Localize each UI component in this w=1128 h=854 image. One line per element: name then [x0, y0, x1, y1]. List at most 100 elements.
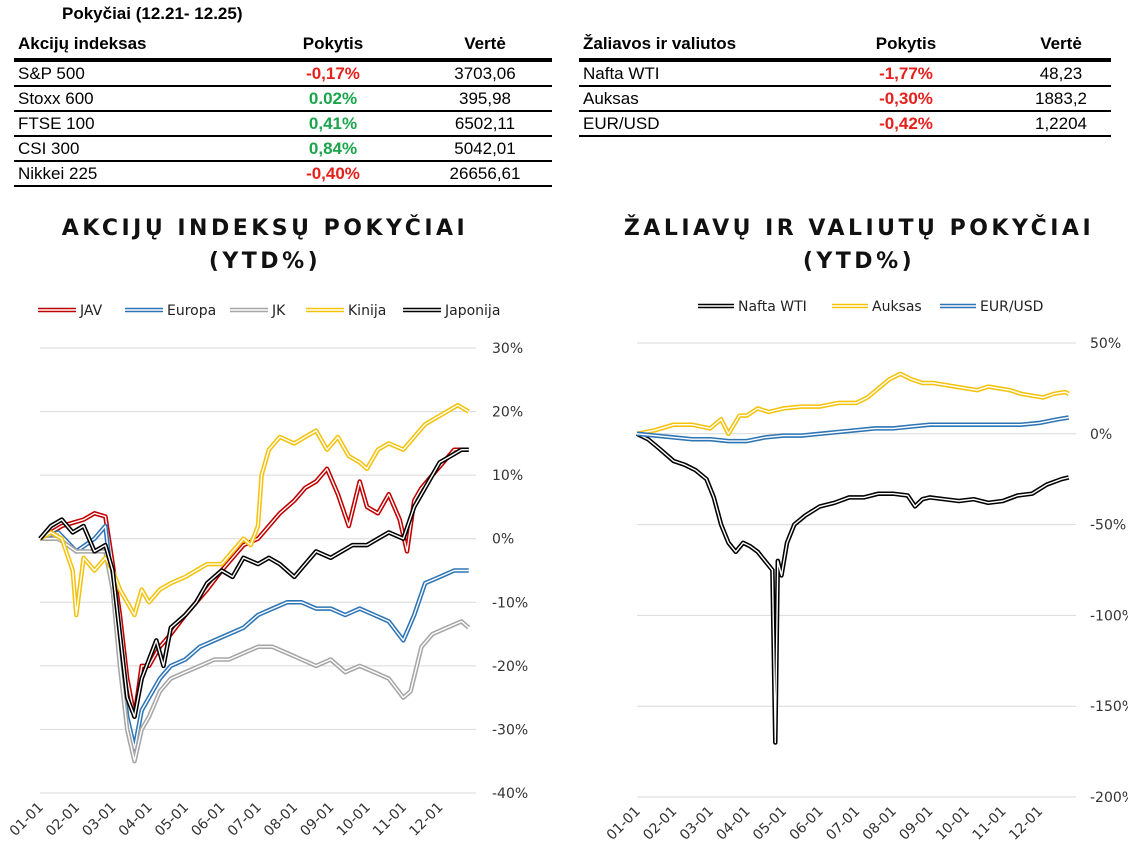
x-tick-label: 07-01	[225, 800, 265, 840]
x-tick-label: 08-01	[261, 800, 301, 840]
table-row: EUR/USD -0,42% 1,2204	[579, 111, 1111, 137]
y-tick-label: 30%	[492, 341, 523, 357]
series-line-highlight-0	[636, 433, 1069, 744]
y-tick-label: 0%	[1090, 427, 1112, 443]
cell-value: 1,2204	[1011, 111, 1111, 137]
cell-name: Stoxx 600	[14, 86, 248, 112]
chart-title-line: (YTD%)	[802, 249, 916, 274]
series-line-highlight-2	[40, 538, 470, 762]
indices-table: Akcijų indeksas Pokytis Vertė S&P 500 -0,…	[14, 29, 552, 187]
table-row: FTSE 100 0,41% 6502,11	[14, 111, 552, 137]
y-tick-label: 10%	[492, 468, 523, 484]
chart-title-commodities: ŽALIAVŲ IR VALIUTŲ POKYČIAI (YTD%)	[620, 212, 1098, 278]
y-tick-label: -150%	[1090, 699, 1128, 715]
chart-title-line: ŽALIAVŲ IR VALIUTŲ POKYČIAI	[623, 216, 1095, 241]
legend-jk: JK	[271, 303, 286, 319]
col-header-change: Pokytis	[248, 29, 418, 62]
commodities-table: Žaliavos ir valiutos Pokytis Vertė Nafta…	[579, 29, 1111, 137]
x-tick-label: 01-01	[604, 804, 644, 844]
x-tick-label: 05-01	[152, 800, 192, 840]
x-tick-label: 01-01	[7, 800, 47, 840]
col-header-index: Akcijų indeksas	[14, 29, 248, 62]
y-tick-label: 20%	[492, 405, 523, 421]
table-row: Nafta WTI -1,77% 48,23	[579, 60, 1111, 87]
cell-value: 5042,01	[418, 136, 552, 162]
cell-name: Auksas	[579, 86, 801, 112]
x-tick-label: 08-01	[860, 804, 900, 844]
series-line-3	[38, 402, 470, 618]
table-header-row: Žaliavos ir valiutos Pokytis Vertė	[579, 29, 1111, 62]
chart-title-line: (YTD%)	[208, 249, 322, 274]
legend-auksas: Auksas	[872, 299, 922, 315]
y-tick-label: -50%	[1090, 518, 1126, 534]
x-tick-label: 06-01	[188, 800, 228, 840]
x-tick-label: 07-01	[823, 804, 863, 844]
y-tick-label: -200%	[1090, 790, 1128, 806]
table-row: S&P 500 -0,17% 3703,06	[14, 60, 552, 87]
y-tick-label: -100%	[1090, 608, 1128, 624]
table-row: Stoxx 600 0.02% 395,98	[14, 86, 552, 112]
cell-value: 3703,06	[418, 60, 552, 87]
cell-name: EUR/USD	[579, 111, 801, 137]
cell-change: 0,84%	[248, 136, 418, 162]
series-line-highlight-0	[39, 449, 469, 718]
y-tick-label: 0%	[492, 532, 514, 548]
cell-change: -0,30%	[801, 86, 1011, 112]
cell-change: -0,40%	[248, 161, 418, 187]
legend-eurusd: EUR/USD	[980, 299, 1043, 315]
x-tick-label: 12-01	[406, 800, 446, 840]
col-header-change: Pokytis	[801, 29, 1011, 62]
legend-japonija: Japonija	[444, 303, 500, 319]
y-tick-label: -30%	[492, 722, 528, 738]
legend-jav: JAV	[79, 303, 103, 319]
x-tick-label: 03-01	[677, 804, 717, 844]
cell-value: 395,98	[418, 86, 552, 112]
series-line-4	[38, 447, 469, 719]
x-tick-label: 11-01	[970, 804, 1010, 844]
cell-change: 0,41%	[248, 111, 418, 137]
x-tick-label: 05-01	[750, 804, 790, 844]
x-tick-label: 09-01	[896, 804, 936, 844]
series-line-2	[636, 415, 1070, 444]
legend-nafta: Nafta WTI	[738, 299, 807, 315]
series-line-0	[38, 447, 469, 719]
y-tick-label: 50%	[1090, 336, 1121, 352]
table-row: Nikkei 225 -0,40% 26656,61	[14, 161, 552, 187]
col-header-value: Vertė	[1011, 29, 1111, 62]
col-header-value: Vertė	[418, 29, 552, 62]
x-tick-label: 06-01	[787, 804, 827, 844]
cell-change: 0.02%	[248, 86, 418, 112]
cell-name: S&P 500	[14, 60, 248, 87]
cell-name: CSI 300	[14, 136, 248, 162]
cell-value: 6502,11	[418, 111, 552, 137]
cell-value: 26656,61	[418, 161, 552, 187]
chart-title-line: AKCIJŲ INDEKSŲ POKYČIAI	[61, 216, 469, 241]
y-tick-label: -20%	[492, 659, 528, 675]
chart-title-indices: AKCIJŲ INDEKSŲ POKYČIAI (YTD%)	[40, 212, 490, 278]
series-line-highlight-2	[636, 416, 1069, 442]
cell-value: 48,23	[1011, 60, 1111, 87]
x-tick-label: 10-01	[334, 800, 374, 840]
cell-change: -1,77%	[801, 60, 1011, 87]
x-tick-label: 09-01	[297, 800, 337, 840]
x-tick-label: 02-01	[640, 804, 680, 844]
cell-change: -0,17%	[248, 60, 418, 87]
cell-name: FTSE 100	[14, 111, 248, 137]
x-tick-label: 02-01	[43, 800, 83, 840]
table-row: Auksas -0,30% 1883,2	[579, 86, 1111, 112]
x-tick-label: 03-01	[79, 800, 119, 840]
y-tick-label: -40%	[492, 786, 528, 802]
x-tick-label: 10-01	[933, 804, 973, 844]
series-line-highlight-1	[636, 373, 1070, 435]
y-tick-label: -10%	[492, 595, 528, 611]
legend-kinija: Kinija	[348, 303, 386, 319]
cell-name: Nafta WTI	[579, 60, 801, 87]
legend-europa: Europa	[167, 303, 216, 319]
series-line-highlight-3	[39, 404, 470, 616]
cell-change: -0,42%	[801, 111, 1011, 137]
series-line-0	[636, 431, 1070, 745]
x-tick-label: 11-01	[370, 800, 410, 840]
series-line-highlight-4	[39, 449, 469, 718]
x-tick-label: 04-01	[713, 804, 753, 844]
